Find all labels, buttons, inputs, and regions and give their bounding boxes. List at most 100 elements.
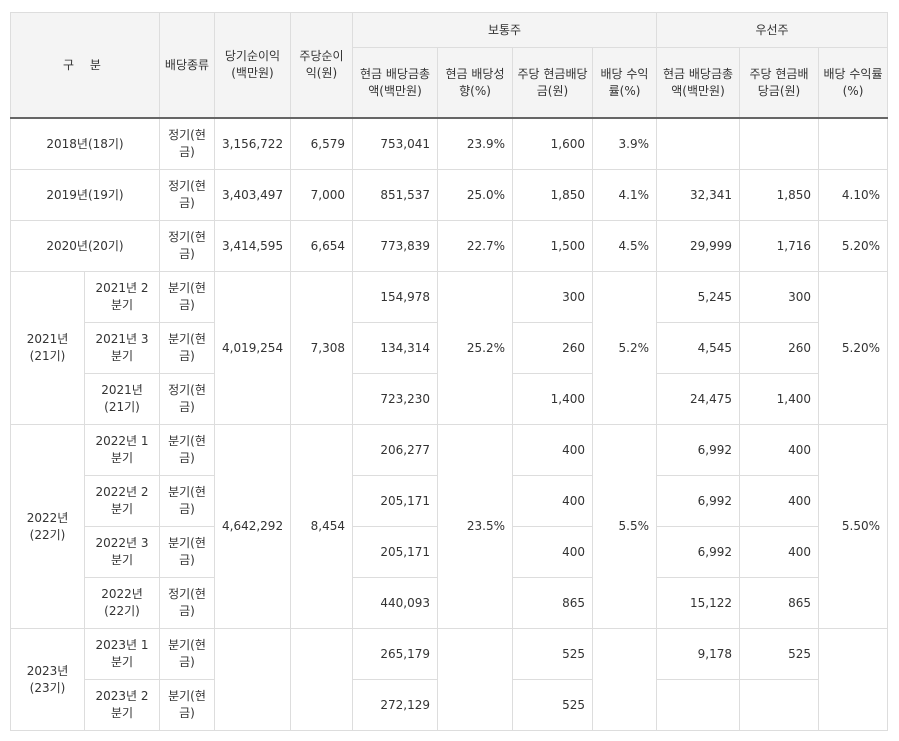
dividend-type: 분기(현금) — [159, 271, 215, 323]
pref-total: 4,545 — [656, 322, 740, 374]
common-payout: 23.9% — [437, 117, 513, 170]
common-dps: 260 — [512, 322, 593, 374]
common-total: 206,277 — [352, 424, 438, 476]
net-income: 3,414,595 — [214, 220, 291, 272]
common-dps: 300 — [512, 271, 593, 323]
dividend-table: 구 분 배당종류 당기순이익(백만원) 주당순이익(원) 보통주 우선주 현금 … — [10, 12, 889, 731]
eps: 7,308 — [290, 271, 353, 425]
table-row: 2022년(22기) 정기(현금) 440,093 865 15,122 865 — [11, 577, 888, 629]
header-net-income: 당기순이익(백만원) — [214, 12, 291, 119]
header-common-payout: 현금 배당성향(%) — [437, 47, 513, 119]
pref-dps: 400 — [739, 526, 819, 578]
common-payout: 22.7% — [437, 220, 513, 272]
header-pref-yield: 배당 수익률(%) — [817, 47, 889, 119]
pref-dps: 400 — [739, 475, 819, 527]
common-dps: 1,600 — [512, 117, 593, 170]
table-row: 2022년(22기) 2022년 1분기 분기(현금) 4,642,292 8,… — [10, 424, 889, 629]
common-payout: 25.0% — [437, 169, 513, 221]
common-dps: 400 — [512, 526, 593, 578]
pref-total: 6,992 — [656, 526, 740, 578]
common-total: 753,041 — [352, 117, 438, 170]
common-dps: 400 — [512, 424, 593, 476]
net-income: 3,403,497 — [214, 169, 291, 221]
common-yield — [592, 628, 657, 731]
pref-dps: 400 — [739, 424, 819, 476]
pref-dps: 300 — [739, 271, 819, 323]
common-total: 440,093 — [352, 577, 438, 629]
common-yield: 5.2% — [592, 271, 657, 425]
common-total: 723,230 — [352, 373, 438, 425]
common-payout — [437, 628, 513, 731]
eps: 8,454 — [290, 424, 353, 629]
common-yield: 4.5% — [592, 220, 657, 272]
common-total: 851,537 — [352, 169, 438, 221]
header-common: 보통주 — [352, 12, 657, 48]
dividend-type: 분기(현금) — [159, 424, 215, 476]
common-total: 154,978 — [352, 271, 438, 323]
dividend-type: 정기(현금) — [159, 169, 215, 221]
table-row: 2020년(20기) 정기(현금) 3,414,595 6,654 773,83… — [10, 220, 889, 272]
net-income: 4,642,292 — [214, 424, 291, 629]
header-pref-dps: 주당 현금배당금(원) — [739, 47, 819, 119]
period-label: 2022년 3분기 — [84, 526, 160, 578]
dividend-type: 정기(현금) — [159, 117, 215, 170]
period-label: 2021년 3분기 — [84, 322, 160, 374]
dividend-type: 정기(현금) — [159, 577, 215, 629]
dividend-type: 정기(현금) — [159, 220, 215, 272]
dividend-type: 분기(현금) — [159, 475, 215, 527]
eps: 7,000 — [290, 169, 353, 221]
table-row: 2021년(21기) 정기(현금) 723,230 1,400 24,475 1… — [11, 373, 888, 425]
pref-dps: 525 — [739, 628, 819, 680]
pref-dps — [739, 679, 819, 731]
header-common-total: 현금 배당금총액(백만원) — [352, 47, 438, 119]
common-total: 773,839 — [352, 220, 438, 272]
header-eps: 주당순이익(원) — [290, 12, 353, 119]
pref-dps — [739, 117, 819, 170]
common-total: 205,171 — [352, 526, 438, 578]
common-payout: 25.2% — [437, 271, 513, 425]
common-dps: 1,500 — [512, 220, 593, 272]
dividend-type: 분기(현금) — [159, 628, 215, 680]
pref-total: 29,999 — [656, 220, 740, 272]
net-income — [214, 628, 291, 731]
common-total: 272,129 — [352, 679, 438, 731]
common-payout: 23.5% — [437, 424, 513, 629]
pref-dps: 1,850 — [739, 169, 819, 221]
common-dps: 400 — [512, 475, 593, 527]
year-label: 2019년(19기) — [10, 169, 160, 221]
pref-total: 24,475 — [656, 373, 740, 425]
common-total: 265,179 — [352, 628, 438, 680]
period-label: 2021년(21기) — [84, 373, 160, 425]
pref-yield: 5.20% — [817, 220, 889, 272]
pref-total: 5,245 — [656, 271, 740, 323]
common-dps: 525 — [512, 679, 593, 731]
common-total: 134,314 — [352, 322, 438, 374]
header-gubun: 구 분 — [10, 12, 160, 119]
pref-yield — [817, 117, 889, 170]
common-yield: 4.1% — [592, 169, 657, 221]
pref-yield: 4.10% — [817, 169, 889, 221]
pref-yield: 5.50% — [817, 424, 889, 629]
year-label: 2020년(20기) — [10, 220, 160, 272]
net-income: 4,019,254 — [214, 271, 291, 425]
pref-dps: 865 — [739, 577, 819, 629]
pref-total: 32,341 — [656, 169, 740, 221]
table-row: 2023년 2분기 분기(현금) 272,129 525 — [11, 679, 888, 731]
eps — [290, 628, 353, 731]
header-common-dps: 주당 현금배당금(원) — [512, 47, 593, 119]
period-label: 2022년 1분기 — [84, 424, 160, 476]
eps: 6,654 — [290, 220, 353, 272]
pref-yield — [817, 628, 889, 731]
pref-total: 9,178 — [656, 628, 740, 680]
pref-dps: 260 — [739, 322, 819, 374]
dividend-type: 분기(현금) — [159, 679, 215, 731]
year-group-label: 2021년(21기) — [10, 271, 85, 425]
common-yield: 3.9% — [592, 117, 657, 170]
common-dps: 1,850 — [512, 169, 593, 221]
eps: 6,579 — [290, 117, 353, 170]
header-type: 배당종류 — [159, 12, 215, 119]
table-row: 2019년(19기) 정기(현금) 3,403,497 7,000 851,53… — [10, 169, 889, 221]
pref-dps: 1,716 — [739, 220, 819, 272]
pref-total: 6,992 — [656, 424, 740, 476]
common-dps: 525 — [512, 628, 593, 680]
